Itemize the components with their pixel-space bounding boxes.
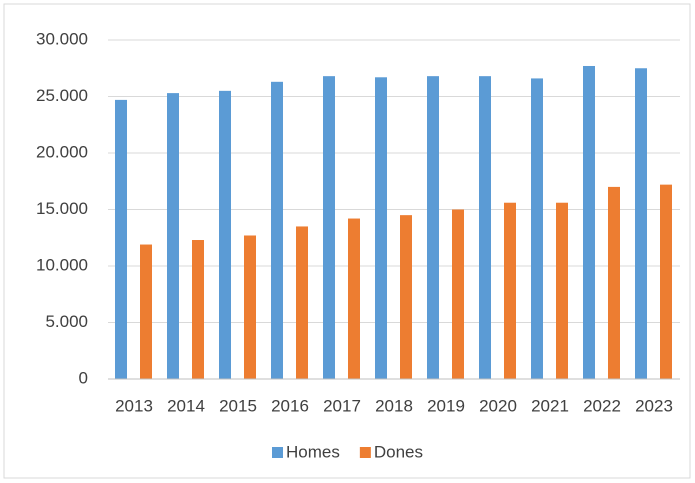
bar xyxy=(323,76,335,379)
x-tick-label: 2023 xyxy=(635,396,673,415)
bar xyxy=(348,218,360,379)
bar xyxy=(608,186,620,379)
bar xyxy=(583,65,595,380)
x-tick-label: 2018 xyxy=(375,396,413,415)
bar xyxy=(531,78,543,380)
bar xyxy=(192,240,204,379)
bar xyxy=(400,215,412,379)
y-tick-label: 25.000 xyxy=(36,86,88,105)
bar xyxy=(219,90,231,379)
legend-swatch xyxy=(272,447,283,458)
legend-label: Homes xyxy=(286,442,340,461)
bar xyxy=(635,68,647,379)
x-tick-label: 2019 xyxy=(427,396,465,415)
bar xyxy=(140,244,152,379)
y-tick-label: 0 xyxy=(79,368,88,387)
y-tick-label: 5.000 xyxy=(45,312,88,331)
bar xyxy=(427,76,439,379)
bar xyxy=(271,81,283,379)
bar xyxy=(479,76,491,379)
bar xyxy=(167,93,179,380)
bar xyxy=(452,209,464,379)
x-tick-label: 2022 xyxy=(583,396,621,415)
bar xyxy=(504,202,516,379)
y-tick-label: 10.000 xyxy=(36,255,88,274)
x-tick-label: 2021 xyxy=(531,396,569,415)
bar xyxy=(660,184,672,379)
y-tick-label: 15.000 xyxy=(36,199,88,218)
bar xyxy=(375,77,387,379)
y-tick-label: 30.000 xyxy=(36,29,88,48)
bar xyxy=(296,226,308,379)
bar xyxy=(244,235,256,379)
legend-label: Dones xyxy=(374,442,423,461)
x-tick-label: 2015 xyxy=(219,396,257,415)
x-tick-label: 2020 xyxy=(479,396,517,415)
x-tick-label: 2017 xyxy=(323,396,361,415)
x-tick-label: 2013 xyxy=(115,396,153,415)
x-tick-label: 2014 xyxy=(167,396,205,415)
y-tick-label: 20.000 xyxy=(36,142,88,161)
bar xyxy=(115,99,127,379)
legend-swatch xyxy=(359,447,371,458)
x-tick-label: 2016 xyxy=(271,396,309,415)
bar xyxy=(556,202,568,379)
